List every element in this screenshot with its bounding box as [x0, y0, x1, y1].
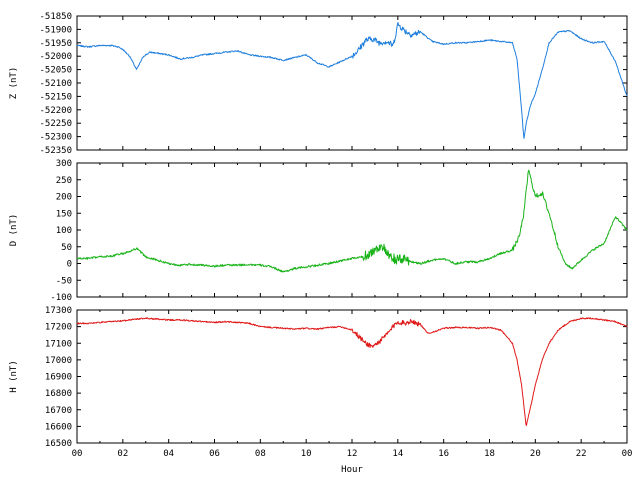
x-tick-label: 04: [163, 449, 174, 459]
x-tick-label: 02: [117, 449, 128, 459]
y-tick-label: 17000: [45, 356, 72, 366]
y-tick-label: 17300: [45, 306, 72, 316]
y-tick-label: -50: [56, 276, 72, 286]
plot-frame-2: [76, 162, 628, 298]
series-line-z: [76, 22, 628, 139]
y-tick-label: -100: [50, 293, 72, 303]
y-tick-label: -51950: [39, 39, 72, 49]
y-tick-label: 300: [56, 159, 72, 169]
x-tick-label: 20: [530, 449, 541, 459]
plot-frame-1: [76, 15, 628, 151]
x-tick-label: 14: [392, 449, 403, 459]
x-tick-label: 06: [209, 449, 220, 459]
x-tick-label: 18: [484, 449, 495, 459]
x-tick-label: 12: [347, 449, 358, 459]
x-tick-label: 00: [72, 449, 83, 459]
x-tick-label: 22: [576, 449, 587, 459]
y-tick-label: -52150: [39, 92, 72, 102]
y-tick-label: -52200: [39, 106, 72, 116]
series-line-h: [76, 317, 628, 426]
y-tick-label: 16900: [45, 373, 72, 383]
y-tick-label: 150: [56, 209, 72, 219]
x-tick-label: 00: [622, 449, 633, 459]
x-tick-label: 10: [301, 449, 312, 459]
y-tick-label: 0: [67, 260, 72, 270]
y-tick-label: 16800: [45, 389, 72, 399]
x-axis-label: Hour: [341, 465, 363, 475]
y-tick-label: 17200: [45, 323, 72, 333]
y-tick-label: 50: [61, 243, 72, 253]
x-tick-label: 08: [255, 449, 266, 459]
y-tick-label: -52050: [39, 66, 72, 76]
x-tick-label: 16: [438, 449, 449, 459]
y-axis-label: H (nT): [9, 360, 19, 393]
y-tick-label: 16700: [45, 406, 72, 416]
y-axis-label: Z (nT): [9, 67, 19, 100]
y-tick-label: 200: [56, 193, 72, 203]
y-tick-label: -51900: [39, 25, 72, 35]
y-tick-label: 17100: [45, 339, 72, 349]
y-tick-label: -52100: [39, 79, 72, 89]
y-tick-label: -52000: [39, 52, 72, 62]
series-line-d: [76, 169, 628, 273]
y-tick-label: 100: [56, 226, 72, 236]
y-axis-label: D (nT): [9, 214, 19, 247]
y-tick-label: -52350: [39, 146, 72, 156]
y-tick-label: -51850: [39, 12, 72, 22]
y-tick-label: -52250: [39, 119, 72, 129]
y-tick-label: 16600: [45, 422, 72, 432]
y-tick-label: 250: [56, 176, 72, 186]
y-tick-label: -52300: [39, 133, 72, 143]
y-tick-label: 16500: [45, 439, 72, 449]
